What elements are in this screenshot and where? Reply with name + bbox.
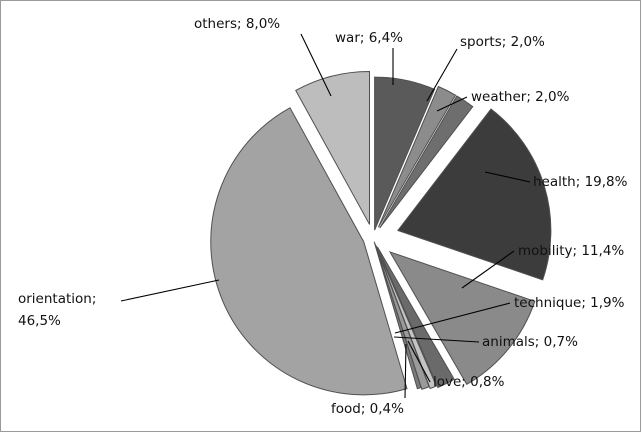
leader-line-love: [407, 340, 431, 383]
leader-line-animals: [393, 336, 480, 343]
data-label-line: orientation;: [18, 291, 96, 307]
data-label-love: love; 0,8%: [433, 374, 505, 390]
leader-line-orientation: [120, 279, 220, 302]
data-label-food: food; 0,4%: [331, 401, 404, 417]
leader-lines: [120, 33, 531, 399]
leader-line-mobility: [461, 250, 515, 289]
pie-slice-technique: [377, 246, 455, 389]
pie-slice-weather: [379, 95, 474, 229]
data-label-weather: weather; 2,0%: [471, 89, 570, 105]
pie-slice-sports: [377, 85, 457, 228]
data-label-technique: technique; 1,9%: [514, 295, 625, 311]
leader-line-others: [300, 33, 332, 97]
leader-line-sports: [426, 48, 458, 102]
slices-layer: [210, 70, 552, 396]
pie-slice-food: [373, 241, 422, 390]
data-label-others: others; 8,0%: [194, 16, 280, 32]
data-label-orientation: orientation; 46,5%: [18, 291, 96, 329]
pie-slice-mobility: [388, 251, 536, 386]
leader-line-food: [404, 343, 407, 399]
leader-line-health: [484, 171, 531, 183]
pie-slice-health: [397, 108, 552, 281]
data-label-sports: sports; 2,0%: [460, 34, 545, 50]
data-label-animals: animals; 0,7%: [482, 334, 578, 350]
pie-slice-animals: [375, 245, 438, 390]
data-labels: war; 6,4% sports; 2,0% weather; 2,0% health…: [18, 16, 628, 417]
data-label-line: 46,5%: [18, 313, 61, 329]
data-label-health: health; 19,8%: [533, 174, 628, 190]
pie-slice-others: [295, 70, 371, 225]
leader-line-technique: [394, 302, 511, 334]
data-label-mobility: mobility; 11,4%: [518, 243, 624, 259]
leader-line-weather: [436, 96, 468, 112]
data-label-war: war; 6,4%: [335, 30, 403, 46]
pie-slice-orientation: [210, 107, 408, 396]
pie-slice-love: [374, 243, 430, 390]
pie-slice-war: [374, 76, 436, 231]
